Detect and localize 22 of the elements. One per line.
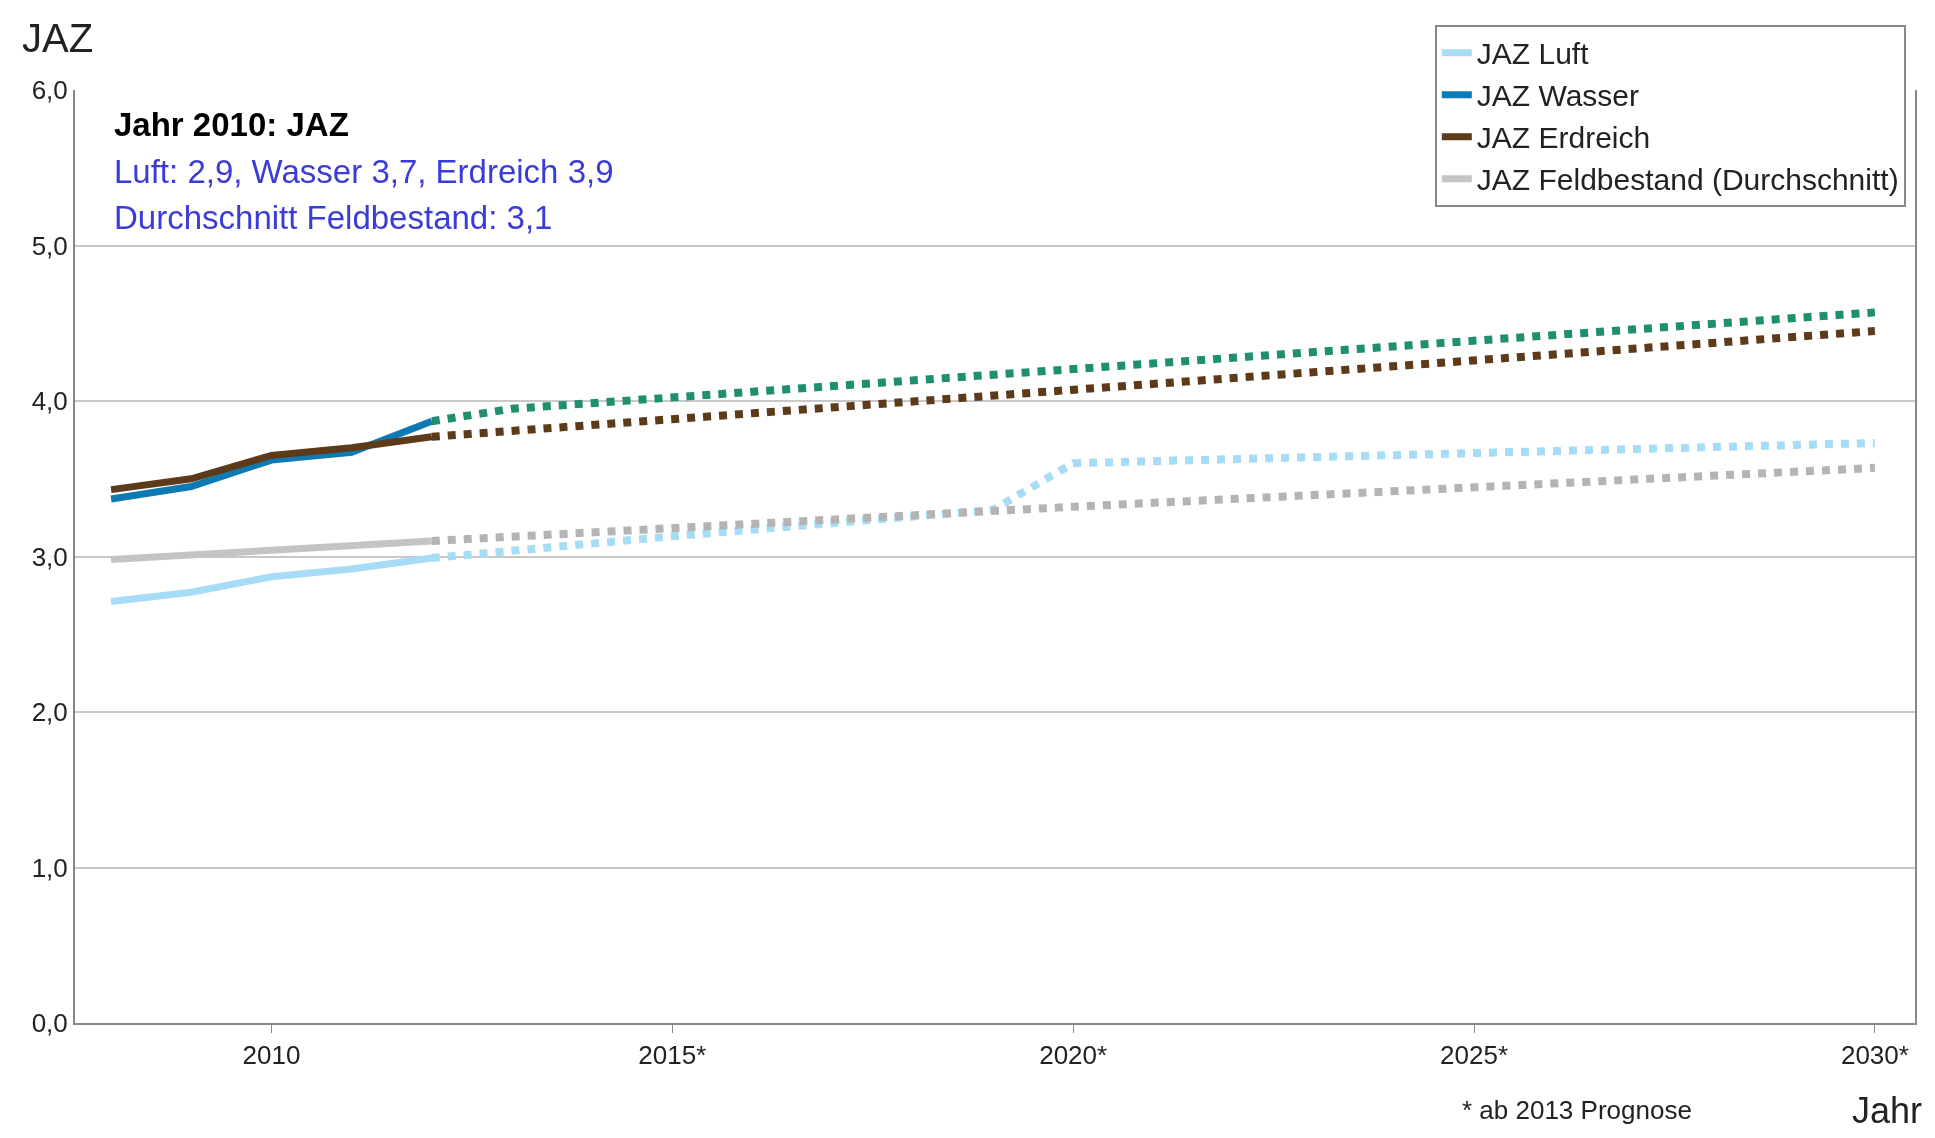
annotation: Luft: 2,9, Wasser 3,7, Erdreich 3,9 bbox=[114, 153, 614, 190]
x-tick-label: 2025* bbox=[1440, 1040, 1509, 1071]
legend-label: JAZ Erdreich bbox=[1476, 121, 1651, 155]
x-tick-label: 2020* bbox=[1039, 1040, 1108, 1071]
annotation: Jahr 2010: JAZ bbox=[114, 106, 349, 143]
x-axis-title: Jahr bbox=[1852, 1090, 1923, 1131]
legend-label: JAZ Feldbestand (Durchschnitt) bbox=[1476, 163, 1899, 197]
x-tick-label: 2015* bbox=[638, 1040, 707, 1071]
legend-label: JAZ Wasser bbox=[1476, 79, 1640, 113]
x-tick-label: 2010 bbox=[242, 1040, 301, 1071]
x-tick-label: 2030* bbox=[1840, 1040, 1909, 1071]
text: * ab 2013 Prognose bbox=[1462, 1095, 1692, 1125]
y-tick-label: 6,0 bbox=[31, 75, 68, 106]
y-axis-title: JAZ bbox=[22, 16, 94, 60]
y-tick-label: 2,0 bbox=[31, 697, 68, 728]
y-tick-label: 0,0 bbox=[31, 1008, 68, 1039]
annotation: Durchschnitt Feldbestand: 3,1 bbox=[114, 199, 553, 236]
y-tick-label: 1,0 bbox=[31, 852, 68, 883]
y-tick-label: 5,0 bbox=[31, 230, 68, 261]
y-tick-label: 3,0 bbox=[31, 541, 68, 572]
y-tick-label: 4,0 bbox=[31, 386, 68, 417]
legend-label: JAZ Luft bbox=[1476, 37, 1590, 71]
